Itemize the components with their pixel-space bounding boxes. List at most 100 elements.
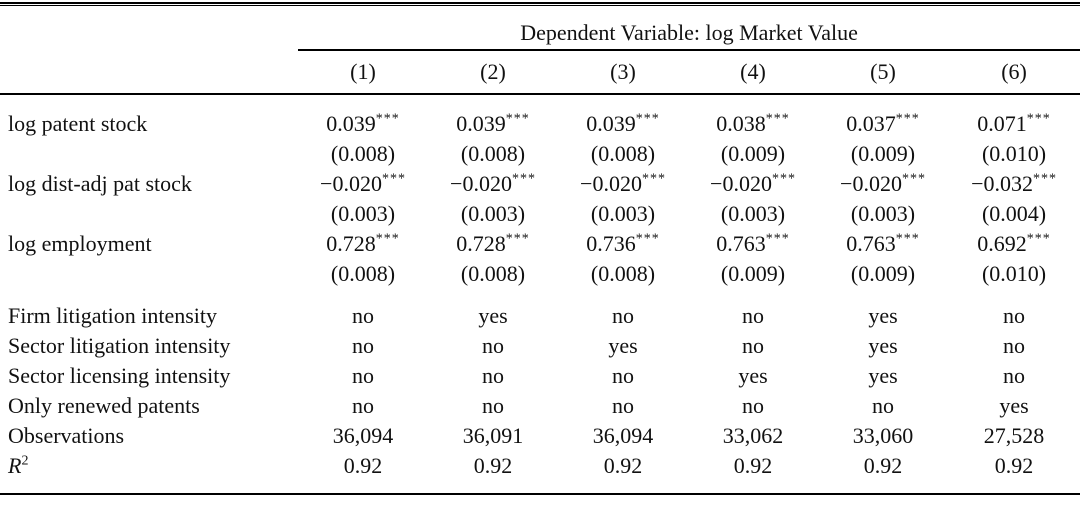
stat-value-cell: 27,528 <box>983 423 1045 448</box>
control-flag-cell: yes <box>608 333 638 358</box>
significance-stars: *** <box>1032 171 1057 187</box>
standard-error: (0.010) <box>981 141 1047 166</box>
standard-error: (0.003) <box>460 201 526 226</box>
control-flag-cell: no <box>742 393 764 418</box>
row-label: Observations <box>8 423 125 448</box>
row-label: R2 <box>0 451 298 481</box>
coefficient-cell: −0.020*** (0.003) <box>688 169 818 229</box>
standard-error: (0.009) <box>850 141 916 166</box>
control-flag-cell: no <box>612 393 634 418</box>
standard-error: (0.003) <box>590 201 656 226</box>
estimate-line: 0.071*** <box>948 109 1080 139</box>
coefficient-row: log dist-adj pat stock −0.020*** (0.003) −0… <box>0 169 1080 229</box>
control-flag-cell: no <box>742 303 764 328</box>
estimate-value: 0.763 <box>846 231 896 256</box>
significance-stars: *** <box>511 171 536 187</box>
estimate-value: −0.020 <box>580 171 642 196</box>
standard-error: (0.008) <box>330 261 396 286</box>
significance-stars: *** <box>1026 111 1051 127</box>
stat-value-cell: 0.92 <box>343 453 383 478</box>
column-header-3: (3) <box>558 50 688 95</box>
estimate-value: −0.020 <box>450 171 512 196</box>
control-flag-cell: no <box>352 333 374 358</box>
standard-error: (0.010) <box>981 261 1047 286</box>
standard-error: (0.003) <box>330 201 396 226</box>
control-flag-cell: no <box>352 363 374 388</box>
stat-value-cell: 36,091 <box>462 423 524 448</box>
estimate-value: 0.692 <box>977 231 1027 256</box>
coefficient-cell: 0.038*** (0.009) <box>688 94 818 169</box>
coefficient-cell: 0.736*** (0.008) <box>558 229 688 289</box>
stat-value-cell: 33,062 <box>722 423 784 448</box>
coefficient-cell: 0.071*** (0.010) <box>948 94 1080 169</box>
control-flag-cell: yes <box>999 393 1029 418</box>
significance-stars: *** <box>641 171 666 187</box>
dependent-variable-label: Dependent Variable: log Market Value <box>298 6 1080 51</box>
estimate-value: 0.038 <box>716 111 766 136</box>
stat-value-cell: 0.92 <box>603 453 643 478</box>
coefficient-cell: 0.692*** (0.010) <box>948 229 1080 289</box>
significance-stars: *** <box>381 171 406 187</box>
column-header-5: (5) <box>818 50 948 95</box>
significance-stars: *** <box>895 111 920 127</box>
estimate-line: 0.039*** <box>428 109 558 139</box>
control-flag-cell: no <box>612 363 634 388</box>
row-label: log dist-adj pat stock <box>8 171 192 196</box>
significance-stars: *** <box>771 171 796 187</box>
column-header-2: (2) <box>428 50 558 95</box>
control-flag-cell: no <box>352 393 374 418</box>
coefficient-cell: 0.039*** (0.008) <box>558 94 688 169</box>
row-label: log employment <box>8 231 152 256</box>
significance-stars: *** <box>635 231 660 247</box>
coefficient-cell: −0.020*** (0.003) <box>818 169 948 229</box>
estimate-line: −0.032*** <box>948 169 1080 199</box>
standard-error: (0.008) <box>460 261 526 286</box>
estimate-line: −0.020*** <box>298 169 428 199</box>
estimate-value: 0.037 <box>846 111 896 136</box>
r-squared-symbol: R <box>8 453 22 478</box>
control-flag-cell: no <box>482 333 504 358</box>
control-flag-cell: yes <box>738 363 768 388</box>
coefficient-cell: 0.763*** (0.009) <box>688 229 818 289</box>
stat-row: R2 0.92 0.92 0.92 0.92 0.92 0.92 <box>0 451 1080 481</box>
estimate-line: 0.038*** <box>688 109 818 139</box>
control-row: Sector licensing intensity no no no yes yes no <box>0 361 1080 391</box>
estimate-line: 0.039*** <box>558 109 688 139</box>
row-label: Firm litigation intensity <box>8 303 217 328</box>
significance-stars: *** <box>505 231 530 247</box>
significance-stars: *** <box>505 111 530 127</box>
estimate-value: 0.736 <box>586 231 636 256</box>
control-flag-cell: no <box>352 303 374 328</box>
control-flag-cell: no <box>1003 303 1026 328</box>
coefficient-cell: 0.728*** (0.008) <box>428 229 558 289</box>
control-flag-cell: no <box>742 333 764 358</box>
standard-error: (0.008) <box>460 141 526 166</box>
row-label: Only renewed patents <box>8 393 200 418</box>
coefficient-cell: 0.039*** (0.008) <box>428 94 558 169</box>
estimate-line: −0.020*** <box>818 169 948 199</box>
coefficient-row: log employment 0.728*** (0.008) 0.728*** (0.… <box>0 229 1080 289</box>
bottom-rule <box>0 493 1080 495</box>
column-header-1: (1) <box>298 50 428 95</box>
control-flag-cell: no <box>482 393 504 418</box>
estimate-value: 0.728 <box>456 231 506 256</box>
dependent-variable-row: Dependent Variable: log Market Value <box>0 6 1080 51</box>
column-numbers-row: (1) (2) (3) (4) (5) (6) <box>0 50 1080 95</box>
significance-stars: *** <box>765 231 790 247</box>
column-header-6: (6) <box>948 50 1080 95</box>
estimate-line: −0.020*** <box>558 169 688 199</box>
significance-stars: *** <box>375 111 400 127</box>
coefficient-cell: 0.037*** (0.009) <box>818 94 948 169</box>
standard-error: (0.009) <box>720 261 786 286</box>
estimate-line: 0.039*** <box>298 109 428 139</box>
significance-stars: *** <box>635 111 660 127</box>
coefficient-row: log patent stock 0.039*** (0.008) 0.039***(… <box>0 94 1080 169</box>
standard-error: (0.003) <box>850 201 916 226</box>
estimate-value: 0.039 <box>456 111 506 136</box>
standard-error: (0.003) <box>720 201 786 226</box>
estimate-value: 0.763 <box>716 231 766 256</box>
significance-stars: *** <box>375 231 400 247</box>
standard-error: (0.004) <box>981 201 1047 226</box>
control-row: Firm litigation intensity no yes no no yes no <box>0 289 1080 331</box>
